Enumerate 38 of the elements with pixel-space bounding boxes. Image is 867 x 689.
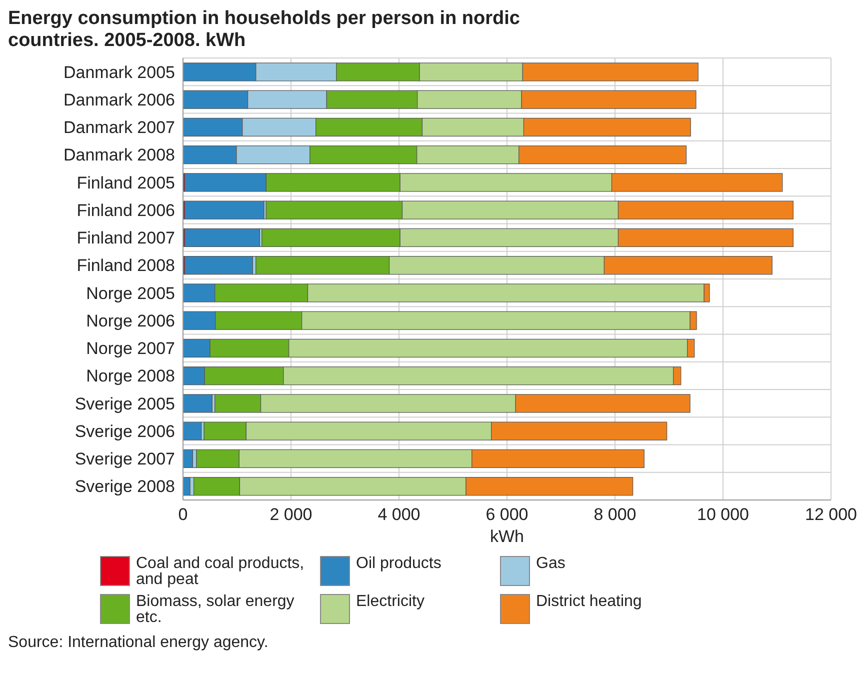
y-tick-label: Norge 2006 <box>86 311 175 330</box>
x-tick-label: 0 <box>178 505 188 524</box>
x-tick-label: 4 000 <box>378 505 420 524</box>
x-tick-label: 2 000 <box>270 505 312 524</box>
legend-label: Electricity <box>356 593 424 610</box>
x-tick-label: 12 000 <box>805 505 857 524</box>
bar <box>184 200 264 220</box>
y-tick-label: Norge 2008 <box>86 366 175 386</box>
y-tick-label: Danmark 2007 <box>63 118 175 138</box>
y-tick-label: Sverige 2008 <box>74 477 175 496</box>
y-tick-label: Finland 2008 <box>76 256 175 276</box>
x-tick-label: 8 000 <box>594 505 636 524</box>
y-tick-label: Sverige 2007 <box>74 450 175 469</box>
y-tick-label: Danmark 2006 <box>63 90 175 110</box>
x-axis-title: kWh <box>490 527 524 546</box>
y-tick-label: Norge 2007 <box>86 339 175 358</box>
legend-label: Coal and coal products, and peat <box>136 555 306 588</box>
bar <box>183 394 212 413</box>
legend-label: Oil products <box>356 555 442 572</box>
legend-label: District heating <box>536 593 642 610</box>
y-tick-label: Norge 2005 <box>86 284 175 303</box>
source-note: Source: International energy agency. <box>8 634 270 652</box>
y-tick-label: Finland 2006 <box>76 200 175 220</box>
bar <box>184 256 253 275</box>
legend-label: Biomass, solar energy etc. <box>136 593 296 626</box>
y-tick-label: Finland 2007 <box>76 228 175 248</box>
bar <box>183 422 202 440</box>
chart-title: Energy consumption in households per person in nordic countries. 2005-2008. kWh <box>8 8 521 52</box>
x-tick-label: 10 000 <box>697 505 749 524</box>
y-tick-label: Sverige 2005 <box>74 394 175 414</box>
y-tick-label: Danmark 2008 <box>63 146 175 165</box>
legend-label: Gas <box>536 555 566 572</box>
y-tick-label: Finland 2005 <box>76 173 175 192</box>
bar <box>183 449 194 468</box>
y-tick-label: Sverige 2006 <box>74 422 175 441</box>
x-tick-label: 6 000 <box>486 505 528 524</box>
bar <box>184 228 260 248</box>
y-tick-label: Danmark 2005 <box>63 62 175 82</box>
